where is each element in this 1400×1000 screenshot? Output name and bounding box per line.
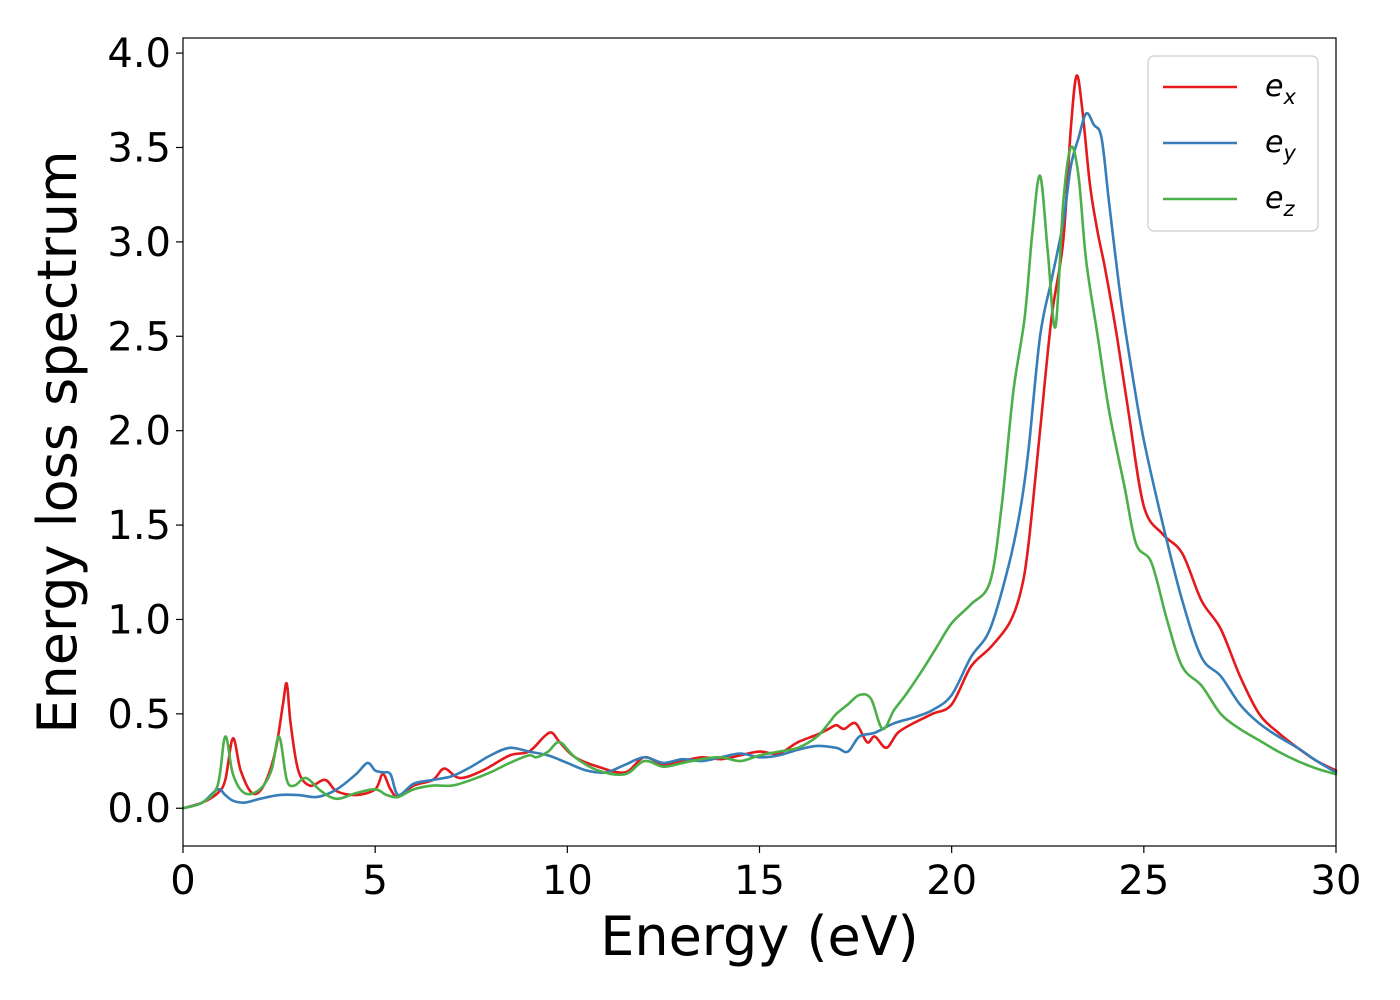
y-axis-title: Energy loss spectrum (26, 150, 89, 733)
series-layer (181, 74, 1338, 810)
legend-label-x: ex (1265, 69, 1296, 109)
legend-label-z: ez (1265, 181, 1295, 221)
series-line-y (181, 111, 1338, 810)
x-tick-label: 30 (1311, 858, 1362, 904)
legend-label-subscript: x (1282, 85, 1296, 109)
y-tick-label: 3.0 (107, 220, 171, 266)
y-tick-label: 0.0 (107, 786, 171, 832)
legend-label-base: e (1265, 125, 1283, 160)
y-tick-label: 2.0 (107, 409, 171, 455)
y-tick-label: 1.0 (107, 597, 171, 643)
x-tick-label: 20 (926, 858, 977, 904)
y-tick-label: 2.5 (107, 314, 171, 360)
x-tick-label: 10 (542, 858, 593, 904)
legend-label-base: e (1265, 69, 1283, 104)
y-tick-label: 0.5 (107, 692, 171, 738)
x-tick-label: 5 (362, 858, 387, 904)
legend-label-base: e (1265, 181, 1283, 216)
legend-label-y: ey (1265, 125, 1296, 165)
legend-label-subscript: y (1282, 141, 1296, 165)
legend-label-subscript: z (1282, 197, 1295, 221)
series-line-z (181, 145, 1338, 810)
x-tick-label: 25 (1118, 858, 1169, 904)
y-tick-label: 4.0 (107, 31, 171, 77)
y-axis: 0.0 0.5 1.0 1.5 2.0 2.5 3.0 3.5 4.0 (107, 31, 183, 832)
x-axis: 0 5 10 15 20 25 30 (170, 846, 1361, 904)
x-tick-label: 15 (734, 858, 785, 904)
y-tick-label: 1.5 (107, 503, 171, 549)
x-axis-title: Energy (eV) (600, 905, 919, 968)
x-tick-label: 0 (170, 858, 195, 904)
y-tick-label: 3.5 (107, 125, 171, 171)
